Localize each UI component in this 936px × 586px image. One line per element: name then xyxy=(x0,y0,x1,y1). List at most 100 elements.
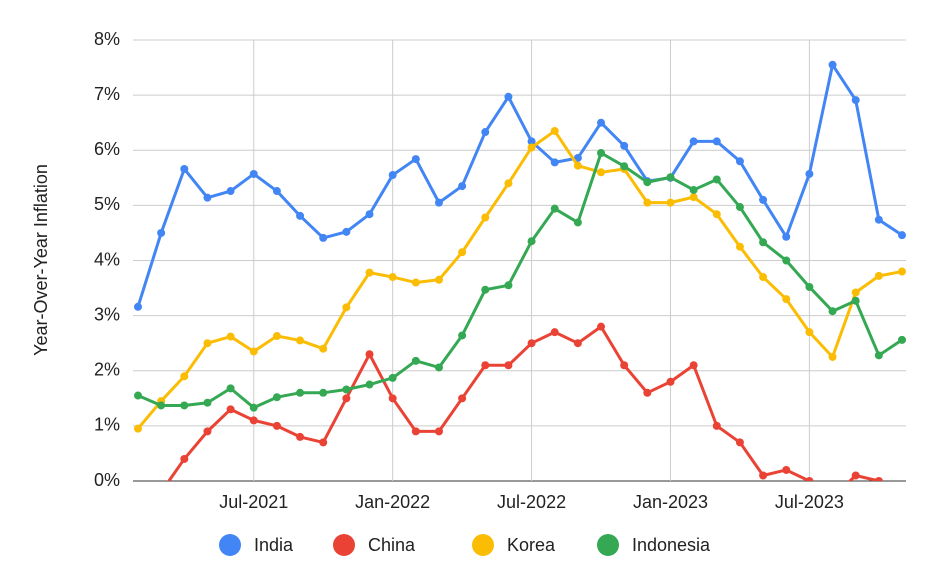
data-point xyxy=(458,182,467,191)
data-point xyxy=(597,118,606,127)
data-point xyxy=(782,295,791,304)
x-tick-label: Jan-2022 xyxy=(355,492,430,512)
data-point xyxy=(134,302,142,311)
data-point xyxy=(550,158,559,167)
series-line xyxy=(136,63,903,308)
data-point xyxy=(249,347,258,356)
data-point xyxy=(458,394,467,403)
data-point xyxy=(527,237,536,246)
data-point xyxy=(597,322,606,331)
data-point xyxy=(689,361,698,370)
data-point xyxy=(898,335,906,344)
data-point xyxy=(620,361,629,370)
data-point xyxy=(527,137,536,146)
data-point xyxy=(712,421,721,430)
data-point xyxy=(851,471,860,480)
data-point xyxy=(157,488,165,496)
data-point xyxy=(573,161,582,170)
data-point xyxy=(180,454,189,463)
data-point xyxy=(388,171,397,180)
data-point xyxy=(226,405,235,414)
data-point xyxy=(712,210,721,219)
x-tick-label: Jan-2023 xyxy=(633,492,708,512)
data-point xyxy=(319,438,328,447)
data-point xyxy=(712,175,721,184)
data-point xyxy=(434,363,443,372)
data-point xyxy=(226,332,235,341)
data-point xyxy=(898,231,906,240)
data-point xyxy=(643,198,652,207)
data-point xyxy=(504,179,513,188)
data-point xyxy=(272,187,281,196)
data-point xyxy=(805,477,814,481)
y-tick-label: 8% xyxy=(94,29,120,49)
data-point xyxy=(157,228,166,237)
data-point xyxy=(550,126,559,135)
data-point xyxy=(481,361,490,370)
data-point xyxy=(828,60,837,69)
data-point xyxy=(180,401,189,410)
data-point xyxy=(180,372,189,381)
data-point xyxy=(573,339,582,348)
data-point xyxy=(828,352,837,361)
data-point xyxy=(759,195,768,204)
data-point xyxy=(388,273,397,282)
data-point xyxy=(342,303,351,312)
data-point xyxy=(434,198,443,207)
data-point xyxy=(411,155,420,164)
legend-marker xyxy=(597,534,619,556)
data-point xyxy=(504,281,513,290)
data-point xyxy=(851,296,860,305)
data-point xyxy=(458,248,467,257)
data-point xyxy=(249,416,258,425)
data-point xyxy=(735,203,744,212)
data-point xyxy=(782,232,791,241)
grid xyxy=(133,39,906,482)
data-point xyxy=(342,394,351,403)
data-point xyxy=(411,427,420,436)
data-point xyxy=(296,432,305,441)
y-tick-label: 7% xyxy=(94,84,120,104)
data-point xyxy=(782,465,791,474)
x-tick-label: Jul-2022 xyxy=(497,492,566,512)
data-point xyxy=(296,211,305,220)
data-point xyxy=(411,356,420,365)
legend-label: India xyxy=(254,535,294,555)
data-point xyxy=(504,361,513,370)
data-point xyxy=(203,427,212,436)
data-point xyxy=(249,169,258,178)
data-point xyxy=(898,267,906,276)
data-point xyxy=(226,187,235,196)
data-point xyxy=(689,137,698,146)
data-point xyxy=(735,157,744,166)
data-point xyxy=(874,271,883,280)
data-point xyxy=(851,288,860,297)
data-point xyxy=(874,477,883,481)
data-point xyxy=(851,96,860,105)
data-point xyxy=(504,92,513,101)
legend-label: Korea xyxy=(507,535,556,555)
y-tick-label: 4% xyxy=(94,249,120,269)
data-point xyxy=(666,377,675,386)
data-point xyxy=(203,193,212,202)
data-point xyxy=(550,328,559,337)
data-point xyxy=(782,256,791,265)
data-point xyxy=(527,339,536,348)
data-point xyxy=(759,273,768,282)
y-tick-label: 2% xyxy=(94,360,120,380)
data-point xyxy=(898,488,906,496)
y-tick-label: 3% xyxy=(94,304,120,324)
legend-label: China xyxy=(368,535,416,555)
labels: 0% 1% 2% 3% 4% 5% 6% 7% 8% Jul-2021 Jan-2022 Jul-20… xyxy=(94,29,844,556)
data-point xyxy=(573,218,582,227)
data-point xyxy=(805,282,814,291)
legend-marker xyxy=(472,534,494,556)
data-point xyxy=(203,398,212,407)
series-line xyxy=(137,151,903,410)
data-point xyxy=(481,285,490,294)
data-point xyxy=(527,143,536,152)
data-point xyxy=(620,141,629,150)
data-point xyxy=(874,351,883,360)
data-point xyxy=(643,178,652,187)
data-point xyxy=(759,238,768,247)
